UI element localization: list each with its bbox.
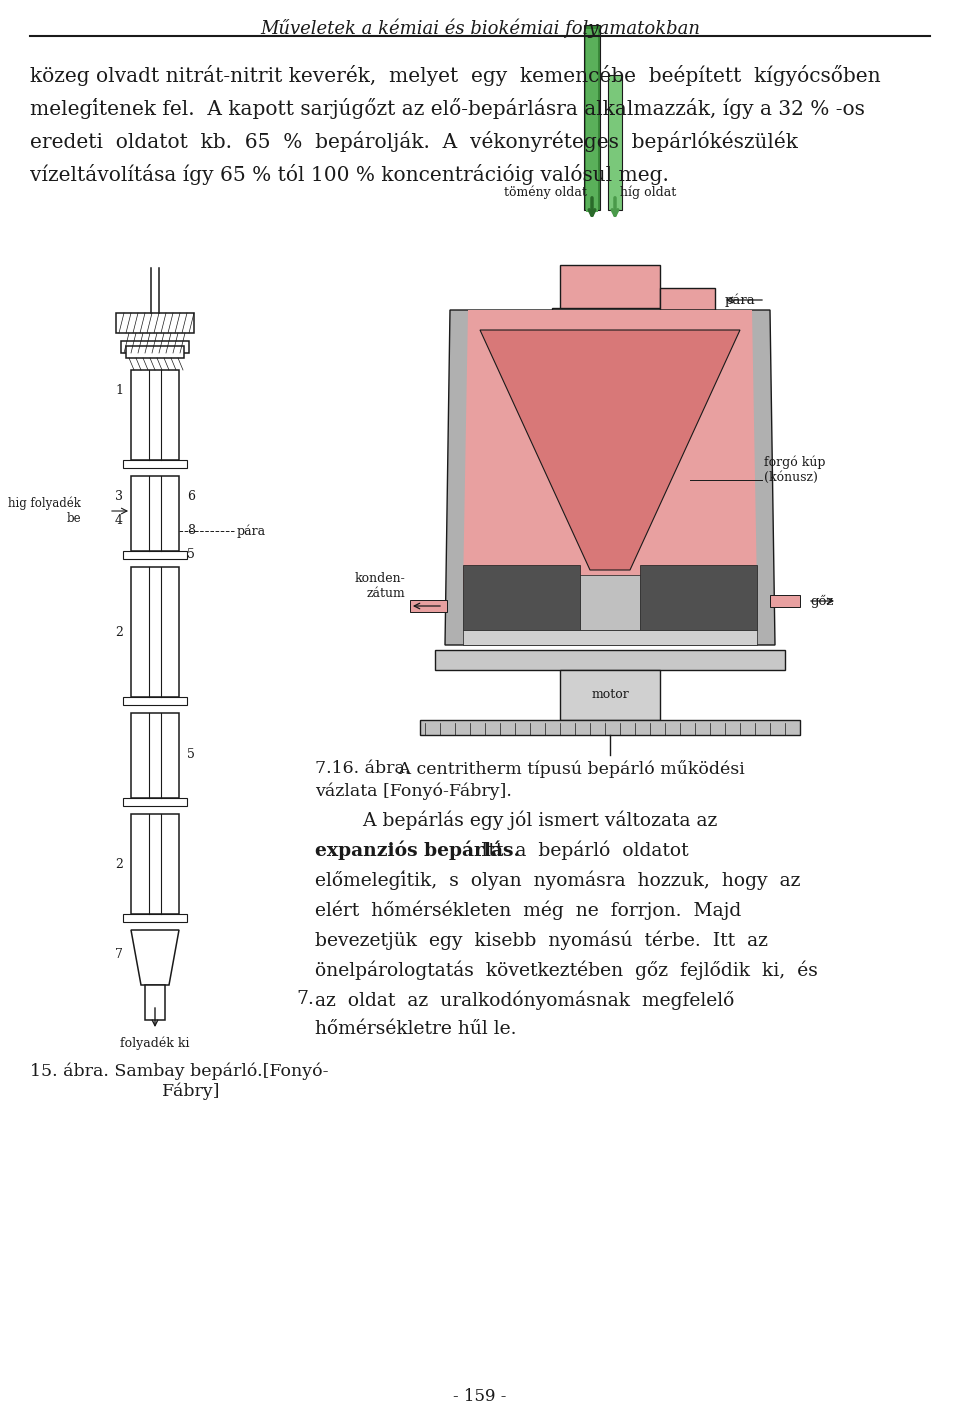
Bar — [131, 713, 179, 798]
Text: eredeti  oldatot  kb.  65  %  bepárolják.  A  vékonyréteges  bepárlókészülék: eredeti oldatot kb. 65 % bepárolják. A v… — [30, 131, 798, 152]
Text: konden-
zátum: konden- zátum — [354, 572, 405, 600]
Bar — [560, 671, 660, 720]
Text: gőz: gőz — [810, 594, 833, 607]
Bar — [131, 476, 179, 551]
Bar — [420, 720, 800, 736]
Text: 6: 6 — [187, 490, 195, 503]
Text: 5: 5 — [187, 748, 195, 761]
Text: - 159 -: - 159 - — [453, 1388, 507, 1405]
Text: vízeltávolítása így 65 % tól 100 % koncentrációig valósul meg.: vízeltávolítása így 65 % tól 100 % konce… — [30, 164, 669, 185]
Text: Itt  a  bepárló  oldatot: Itt a bepárló oldatot — [475, 840, 688, 860]
Text: közeg olvadt nitrát-nitrit keverék,  melyet  egy  kemencébe  beépített  kígyócső: közeg olvadt nitrát-nitrit keverék, mely… — [30, 65, 880, 86]
Polygon shape — [463, 630, 757, 645]
Text: expanziós bepárlás.: expanziós bepárlás. — [315, 840, 520, 860]
Text: 2: 2 — [115, 857, 123, 871]
Bar — [121, 342, 189, 353]
Bar — [126, 346, 184, 359]
Text: 5: 5 — [187, 548, 195, 562]
Text: pára: pára — [237, 524, 266, 538]
Text: híg oldat: híg oldat — [620, 185, 676, 199]
Text: 7.16. ábra.: 7.16. ábra. — [315, 760, 410, 777]
Bar — [145, 986, 165, 1019]
Bar — [131, 813, 179, 914]
Text: Műveletek a kémiai és biokémiai folyamatokban: Műveletek a kémiai és biokémiai folyamat… — [260, 18, 700, 38]
Text: A centritherm típusú bepárló működési: A centritherm típusú bepárló működési — [393, 760, 745, 778]
Text: 15. ábra. Sambay bepárló.[Fonyó-: 15. ábra. Sambay bepárló.[Fonyó- — [30, 1063, 328, 1080]
Text: az  oldat  az  uralkodónyomásnak  megfelelő: az oldat az uralkodónyomásnak megfelelő — [315, 990, 734, 1010]
Text: motor: motor — [591, 689, 629, 702]
Text: Fábry]: Fábry] — [30, 1083, 220, 1100]
Text: 4: 4 — [115, 514, 123, 528]
Bar — [660, 288, 715, 311]
Text: hőmérsékletre hűl le.: hőmérsékletre hűl le. — [315, 1019, 516, 1038]
Polygon shape — [463, 565, 580, 630]
Polygon shape — [480, 330, 740, 570]
Polygon shape — [131, 931, 179, 986]
Bar — [131, 568, 179, 698]
Bar — [552, 308, 668, 318]
Text: pára: pára — [725, 294, 756, 306]
Text: 3: 3 — [115, 490, 123, 503]
Text: önelpárologtatás  következtében  gőz  fejlődik  ki,  és: önelpárologtatás következtében gőz fejlő… — [315, 960, 818, 980]
Bar — [560, 265, 660, 311]
Text: hig folyadék
be: hig folyadék be — [8, 497, 81, 525]
Bar — [586, 30, 598, 212]
Text: forgó kúp
(kónusz): forgó kúp (kónusz) — [764, 456, 826, 484]
Polygon shape — [463, 311, 757, 590]
Text: bevezetjük  egy  kisebb  nyomású  térbe.  Itt  az: bevezetjük egy kisebb nyomású térbe. Itt… — [315, 931, 768, 949]
Text: folyadék ki: folyadék ki — [120, 1036, 190, 1051]
Bar — [123, 798, 187, 806]
Text: 1: 1 — [115, 384, 123, 397]
Bar — [123, 551, 187, 559]
Text: előmelegítik,  s  olyan  nyomásra  hozzuk,  hogy  az: előmelegítik, s olyan nyomásra hozzuk, … — [315, 870, 801, 890]
Bar — [123, 914, 187, 922]
Text: 8: 8 — [187, 524, 195, 538]
Bar — [123, 460, 187, 467]
Polygon shape — [640, 565, 757, 630]
Text: melegítenek fel.  A kapott sarjúgőzt az elő-bepárlásra alkalmazzák, így a 32 % : melegítenek fel. A kapott sarjúgőzt az … — [30, 97, 865, 119]
Bar — [608, 75, 622, 210]
Polygon shape — [580, 575, 640, 630]
Text: tömény oldat: tömény oldat — [504, 185, 587, 199]
Text: A bepárlás egy jól ismert változata az: A bepárlás egy jól ismert változata az — [315, 810, 717, 829]
Bar — [410, 600, 447, 611]
Bar — [584, 25, 600, 210]
Bar — [123, 698, 187, 705]
Text: elért  hőmérsékleten  még  ne  forrjon.  Majd: elért hőmérsékleten még ne forrjon. Majd — [315, 899, 741, 919]
Text: 7: 7 — [115, 947, 123, 960]
Text: vázlata [Fonyó-Fábry].: vázlata [Fonyó-Fábry]. — [315, 782, 512, 799]
Bar — [770, 594, 800, 607]
Bar — [131, 370, 179, 460]
Bar — [435, 650, 785, 671]
Polygon shape — [445, 311, 775, 645]
Text: 2: 2 — [115, 626, 123, 638]
Bar — [116, 313, 194, 333]
Text: 7.: 7. — [296, 990, 314, 1008]
